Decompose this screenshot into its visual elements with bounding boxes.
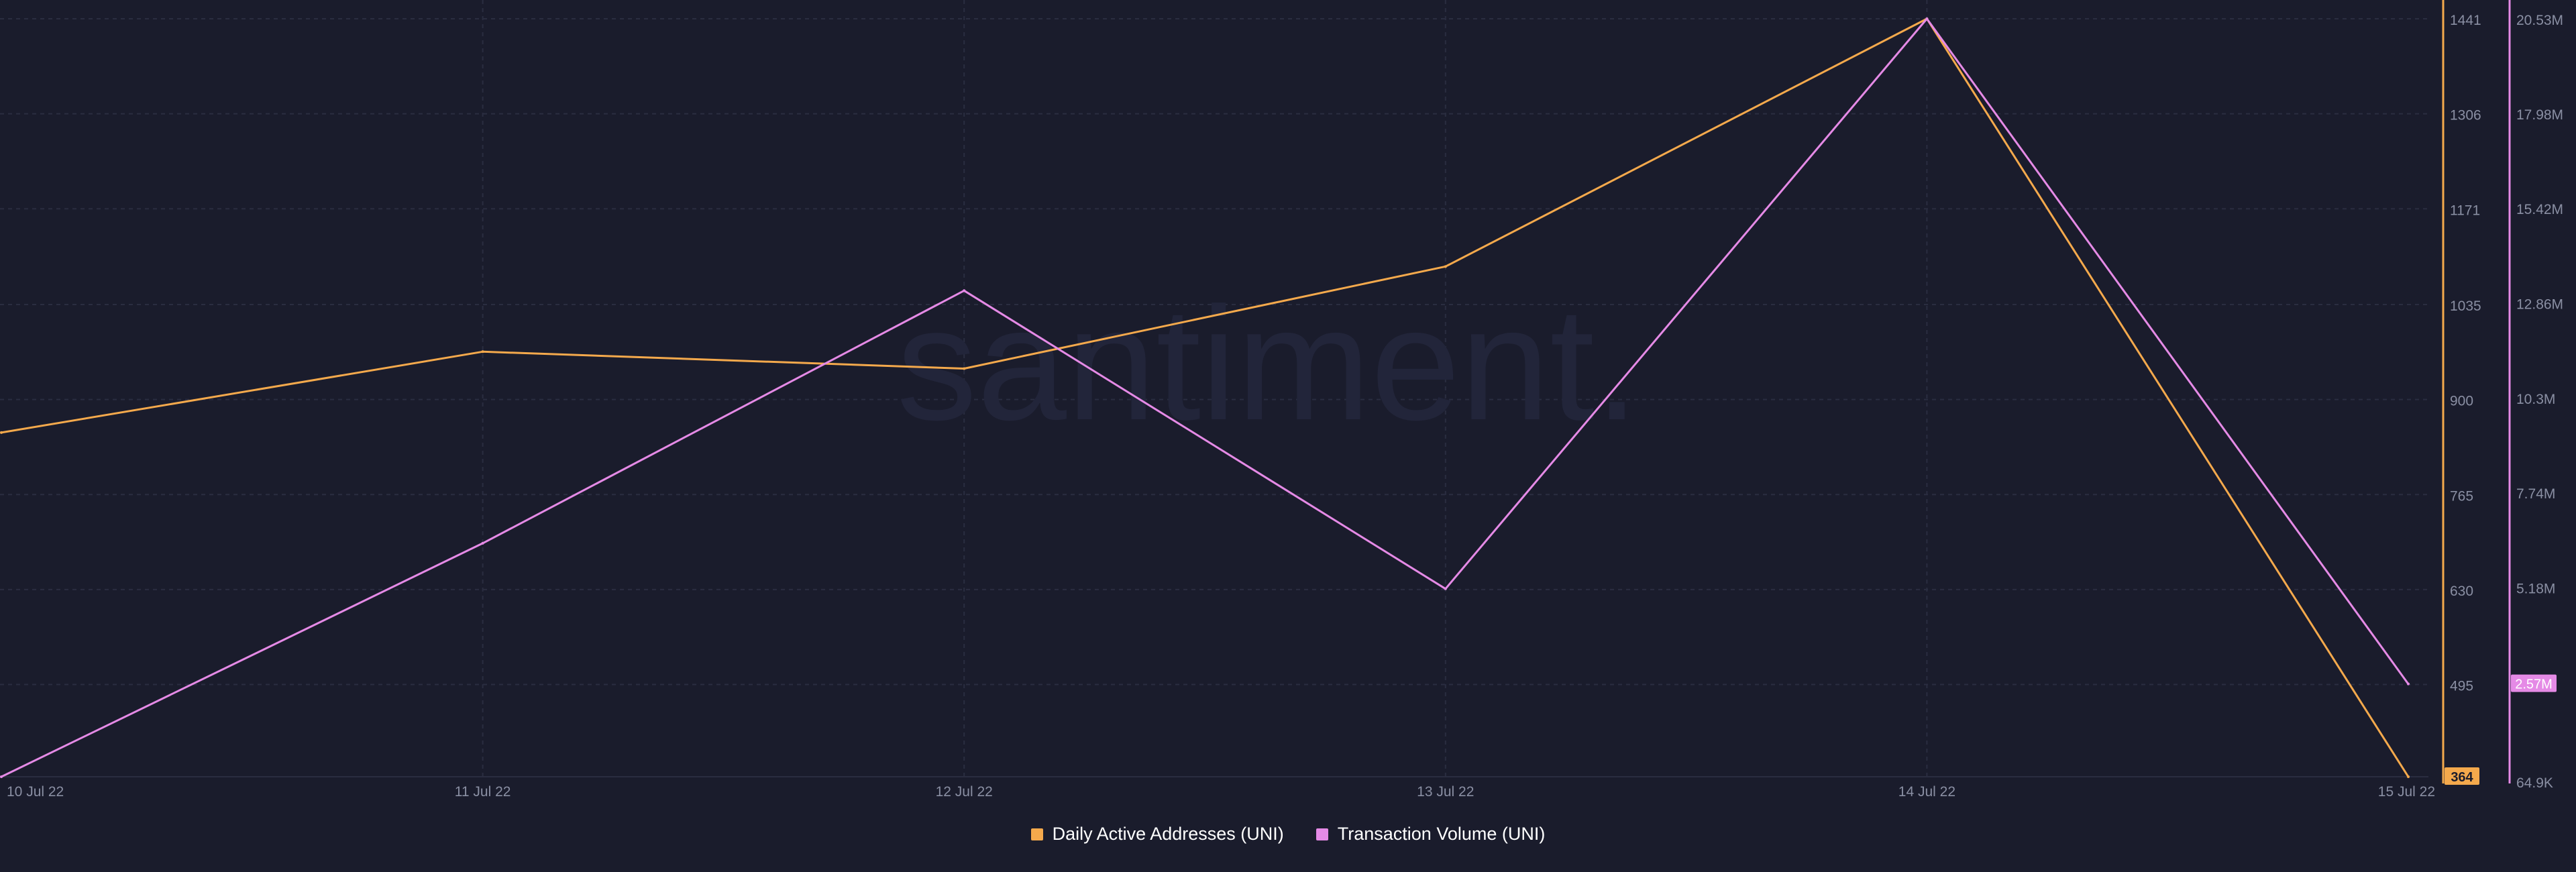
left-axis-tick-label: 1306 (2450, 108, 2481, 123)
data-point-daily-active-addresses (2407, 775, 2410, 778)
data-point-transaction-volume (0, 775, 3, 778)
right-axis-tick-label: 64.9K (2516, 775, 2553, 791)
series-line-transaction-volume (1, 17, 2410, 778)
data-point-daily-active-addresses (481, 350, 484, 353)
x-axis-tick-label: 10 Jul 22 (7, 784, 64, 800)
left-axis-tick-label: 900 (2450, 394, 2473, 409)
grid-layer (0, 0, 2428, 777)
right-axis-tick-label: 20.53M (2516, 13, 2563, 28)
right-axis-tick-label: 15.42M (2516, 202, 2563, 217)
left-last-value-badge (2445, 767, 2479, 785)
left-axis-tick-label: 630 (2450, 584, 2473, 599)
label-layer: 1441 1306 1171 1035 900 765 630 495 20.53M 17.98M… (7, 13, 2563, 800)
x-axis-tick-label: 13 Jul 22 (1417, 784, 1474, 800)
right-axis-tick-label: 12.86M (2516, 297, 2563, 313)
legend-item-transaction-volume[interactable]: Transaction Volume (UNI) (1316, 824, 1546, 844)
left-axis-tick-label: 765 (2450, 488, 2473, 504)
data-point-daily-active-addresses (1444, 265, 1447, 268)
series-line-daily-active-addresses (1, 17, 2410, 777)
data-point-transaction-volume (963, 289, 966, 292)
data-point-daily-active-addresses (0, 431, 3, 434)
right-last-value-badge (2511, 674, 2557, 692)
legend-item-daily-active-addresses[interactable]: Daily Active Addresses (UNI) (1030, 824, 1284, 844)
x-axis-tick-label: 14 Jul 22 (1898, 784, 1955, 800)
santiment-watermark: santiment. (896, 274, 1639, 453)
right-last-value-label: 2.57M (2515, 677, 2553, 692)
legend-label-daily-active-addresses: Daily Active Addresses (UNI) (1052, 824, 1284, 844)
series-layer (0, 17, 2410, 778)
right-axis-tick-label: 5.18M (2516, 582, 2555, 597)
data-point-transaction-volume (1444, 587, 1447, 590)
right-axis-tick-label: 7.74M (2516, 486, 2555, 502)
data-point-transaction-volume (481, 541, 484, 545)
x-axis-tick-label: 12 Jul 22 (936, 784, 993, 800)
x-axis-tick-label: 15 Jul 22 (2378, 784, 2435, 800)
x-axis-tick-label: 11 Jul 22 (455, 784, 511, 800)
data-point-transaction-volume (2407, 682, 2410, 686)
data-point-daily-active-addresses (963, 367, 966, 370)
right-axis-tick-label: 10.3M (2516, 392, 2555, 407)
legend-swatch-daily-active-addresses (1030, 828, 1043, 840)
legend-label-transaction-volume: Transaction Volume (UNI) (1337, 824, 1546, 844)
left-axis-tick-label: 495 (2450, 679, 2473, 694)
left-axis-tick-label: 1441 (2450, 13, 2481, 28)
data-point-transaction-volume (1925, 17, 1929, 20)
right-axis-tick-label: 17.98M (2516, 107, 2563, 123)
left-axis-tick-label: 1171 (2450, 203, 2480, 218)
chart-legend: Daily Active Addresses (UNI) Transaction… (0, 824, 2576, 844)
left-axis-tick-label: 1035 (2450, 298, 2481, 314)
left-last-value-label: 364 (2451, 770, 2473, 785)
legend-swatch-transaction-volume (1316, 828, 1328, 840)
axis-layer (2442, 0, 2511, 783)
